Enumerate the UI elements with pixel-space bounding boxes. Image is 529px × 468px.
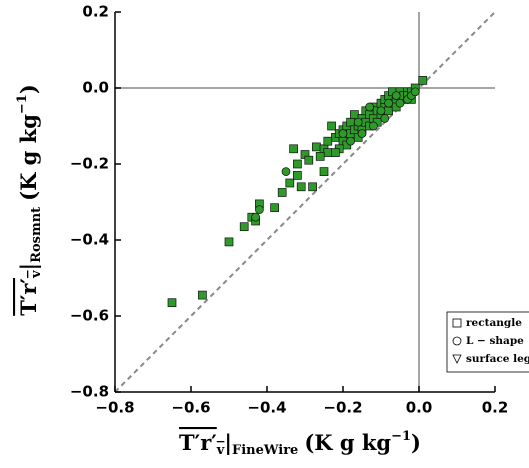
y-axis-label: T′r′v|Rosmnt(K g kg−1)	[15, 84, 44, 316]
legend-label: surface leg	[466, 353, 529, 365]
point	[251, 212, 260, 222]
x-tick-label: 0.2	[482, 399, 509, 417]
x-label-subscript: FineWire	[232, 443, 298, 458]
x-label-units-end: )	[411, 430, 421, 455]
y-tick-label: −0.4	[70, 231, 109, 249]
point	[285, 178, 295, 188]
legend-label: L − shape	[466, 335, 524, 347]
point	[167, 298, 177, 308]
point	[346, 136, 355, 146]
x-label-units: (K g kg	[304, 430, 391, 455]
point	[319, 167, 329, 176]
point	[239, 222, 249, 232]
point	[323, 148, 333, 157]
point	[350, 110, 359, 119]
point	[395, 98, 405, 108]
x-label-units-exp: −1	[391, 429, 411, 444]
x-axis-label: T′r′v|FineWire (K g kg−1)	[179, 429, 421, 458]
point	[323, 136, 333, 146]
y-label-units: (K g kg	[16, 114, 41, 201]
x-tick-label: −0.2	[323, 399, 362, 417]
point	[304, 155, 314, 165]
one-to-one-line	[114, 11, 496, 393]
x-label-symbol: T′r′	[179, 430, 217, 455]
point	[384, 106, 393, 116]
legend-label: rectangle	[466, 317, 522, 329]
y-tick-label: 0.0	[82, 79, 109, 97]
point	[312, 142, 321, 152]
point	[296, 182, 306, 192]
y-label-symbol: T′r′	[16, 278, 41, 316]
legend-marker	[452, 354, 462, 364]
y-label-units-exp: −1	[15, 94, 30, 114]
point	[270, 203, 279, 213]
point	[365, 102, 374, 112]
point	[376, 106, 386, 116]
point	[293, 159, 302, 169]
point	[198, 290, 207, 300]
point	[289, 144, 298, 154]
x-label-symbol-sub: v	[216, 443, 225, 458]
point	[391, 91, 401, 100]
x-tick-label: −0.6	[171, 399, 210, 417]
y-tick-label: −0.8	[70, 383, 109, 401]
point	[380, 114, 390, 123]
point	[281, 167, 291, 176]
y-label-units-end: )	[16, 84, 41, 94]
point	[224, 237, 234, 247]
point	[255, 205, 264, 214]
point	[277, 188, 287, 197]
legend-marker	[452, 336, 462, 346]
point	[384, 98, 393, 108]
point	[418, 76, 428, 85]
y-tick-label: −0.2	[70, 155, 109, 173]
point	[369, 121, 378, 131]
y-tick-label: 0.2	[82, 3, 109, 21]
point	[293, 171, 302, 180]
point	[315, 152, 325, 161]
point	[331, 148, 340, 157]
x-tick-label: 0.0	[406, 399, 433, 417]
point	[338, 129, 348, 138]
point	[308, 182, 317, 192]
x-tick-label: −0.8	[95, 399, 134, 417]
y-tick-label: −0.6	[70, 307, 109, 325]
point	[410, 87, 420, 97]
y-label-subscript: Rosmnt	[29, 207, 44, 263]
point	[327, 121, 336, 131]
point	[353, 117, 363, 127]
y-label-symbol-sub: v	[29, 270, 44, 279]
point	[357, 129, 367, 138]
x-tick-label: −0.4	[247, 399, 286, 417]
point	[346, 117, 355, 127]
legend-marker	[452, 318, 462, 328]
